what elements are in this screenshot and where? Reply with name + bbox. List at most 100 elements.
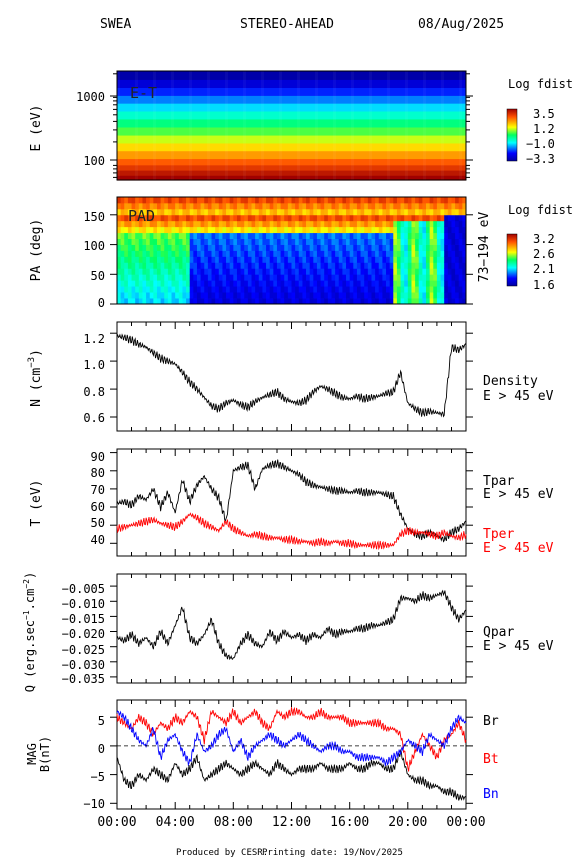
pad-cell bbox=[153, 292, 158, 299]
pad-cell bbox=[313, 226, 318, 234]
pad-cell bbox=[335, 268, 340, 275]
pad-cell bbox=[429, 280, 434, 287]
pad-colorbar-title: Log fdist bbox=[508, 203, 573, 217]
pad-cell bbox=[306, 220, 311, 228]
pad-cell bbox=[360, 292, 365, 299]
pad-cell bbox=[451, 214, 456, 222]
pad-cell bbox=[196, 256, 202, 263]
energy-time-panel: E-T 1000 100 E (eV) Log fdist 3.5 1.2 −1… bbox=[29, 70, 573, 181]
instrument-label: SWEA bbox=[100, 17, 131, 32]
pad-cell bbox=[276, 226, 281, 234]
pad-cell bbox=[386, 256, 391, 263]
pad-cell bbox=[371, 238, 376, 245]
pad-cell bbox=[131, 238, 136, 245]
pad-cell bbox=[378, 220, 383, 228]
pad-cell bbox=[349, 244, 354, 251]
pad-cell bbox=[429, 292, 434, 299]
pad-cell bbox=[276, 214, 281, 222]
pad-cell bbox=[218, 256, 223, 263]
pad-cell bbox=[255, 256, 260, 263]
pad-cell bbox=[378, 197, 383, 204]
pad-cell bbox=[226, 274, 231, 281]
pad-cell bbox=[298, 197, 303, 204]
pad-cell bbox=[142, 238, 147, 245]
pad-cell bbox=[291, 244, 296, 251]
pad-cell bbox=[153, 244, 158, 251]
pad-cell bbox=[396, 214, 401, 222]
pad-cell bbox=[117, 208, 122, 216]
pad-cell bbox=[142, 280, 147, 287]
pad-cell bbox=[404, 268, 409, 275]
pad-cell bbox=[316, 202, 321, 210]
pad-cell bbox=[324, 268, 329, 275]
pad-cell bbox=[222, 250, 227, 257]
pad-cell bbox=[135, 292, 140, 299]
pad-cell bbox=[153, 214, 158, 222]
pad-cell bbox=[229, 286, 234, 293]
density-series-line bbox=[116, 333, 467, 418]
pad-cell bbox=[138, 268, 143, 275]
pad-cell bbox=[440, 208, 445, 216]
pad-cell bbox=[342, 274, 347, 281]
pad-cell bbox=[218, 286, 223, 293]
pad-cell bbox=[117, 244, 122, 251]
pad-cell bbox=[200, 298, 205, 305]
pad-cell bbox=[458, 292, 463, 299]
pad-cell bbox=[204, 292, 209, 299]
pad-cell bbox=[342, 286, 347, 293]
pad-panel: PAD 150 100 50 0 PA (deg) 73−194 eV Log … bbox=[29, 196, 573, 310]
q-ytick-label: −0.035 bbox=[62, 672, 105, 686]
pad-cell bbox=[251, 262, 256, 269]
pad-cell bbox=[433, 250, 438, 257]
pad-cell bbox=[338, 292, 343, 299]
pad-cell bbox=[447, 274, 452, 281]
pad-cell bbox=[218, 226, 223, 234]
pad-cell bbox=[284, 280, 289, 287]
pad-cell bbox=[400, 238, 405, 245]
pad-cell bbox=[120, 214, 125, 222]
et-ytick-label: 100 bbox=[83, 154, 105, 168]
pad-cell bbox=[211, 208, 216, 216]
pad-cell bbox=[346, 232, 351, 240]
pad-cell bbox=[404, 244, 409, 251]
pad-cell bbox=[138, 244, 143, 251]
pad-cell bbox=[138, 292, 143, 299]
temperature-series-tper bbox=[116, 512, 467, 551]
pad-cell bbox=[229, 256, 234, 263]
pad-cell bbox=[382, 256, 387, 263]
et-time-stripe bbox=[243, 71, 246, 180]
pad-cell bbox=[324, 197, 329, 204]
pad-cell bbox=[433, 256, 438, 263]
pad-cell bbox=[444, 274, 449, 281]
pad-cell bbox=[222, 232, 227, 240]
temperature-series-tpar bbox=[116, 459, 467, 543]
pad-cell bbox=[160, 292, 165, 299]
pad-cell bbox=[266, 202, 271, 210]
pad-cell bbox=[389, 274, 394, 281]
pad-cell bbox=[218, 244, 223, 251]
pad-cell bbox=[186, 286, 191, 293]
pad-cell bbox=[295, 298, 300, 305]
pad-cell bbox=[124, 238, 129, 245]
pad-cell bbox=[160, 238, 165, 245]
pad-cell bbox=[244, 238, 249, 245]
pad-cell bbox=[255, 262, 260, 269]
pad-cell bbox=[117, 292, 122, 299]
pad-cell bbox=[444, 268, 449, 275]
pad-cell bbox=[146, 298, 151, 305]
temp-ytick-label: 60 bbox=[91, 500, 105, 514]
pad-cell bbox=[393, 197, 398, 204]
et-time-stripe bbox=[177, 71, 180, 180]
heatflux-panel: −0.005 −0.010 −0.015 −0.020 −0.025 −0.03… bbox=[22, 572, 554, 692]
pad-cell bbox=[451, 286, 456, 293]
pad-cell bbox=[233, 244, 238, 251]
pad-cell bbox=[280, 208, 285, 216]
pad-cell bbox=[127, 244, 132, 251]
pad-cell bbox=[153, 286, 158, 293]
pad-cell bbox=[135, 274, 140, 281]
pad-cell bbox=[196, 268, 202, 275]
pad-cell bbox=[146, 226, 151, 234]
pad-cell bbox=[455, 238, 460, 245]
pad-cell bbox=[295, 274, 300, 281]
pad-cell bbox=[404, 262, 409, 269]
